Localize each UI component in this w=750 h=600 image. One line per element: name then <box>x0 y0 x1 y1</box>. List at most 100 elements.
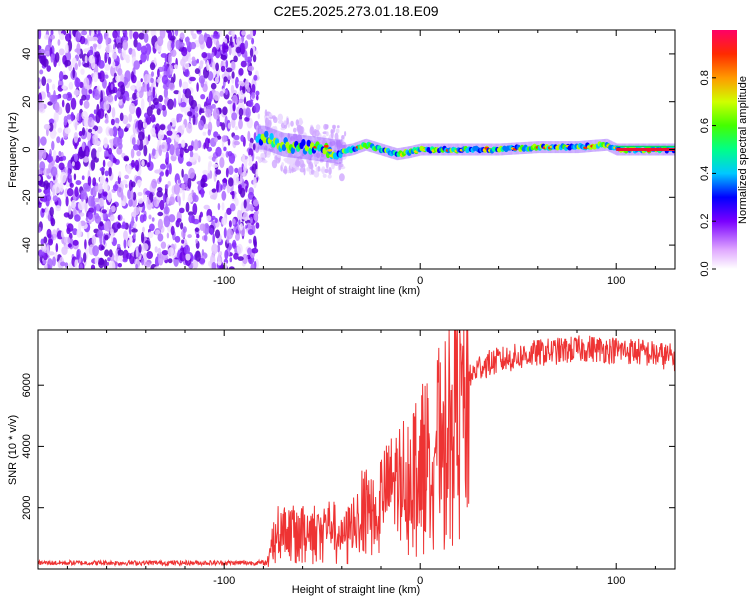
signal-spread <box>315 167 318 171</box>
noise-speckle <box>222 178 228 183</box>
signal-spread <box>322 135 327 140</box>
noise-speckle <box>227 138 231 146</box>
noise-speckle <box>175 147 180 157</box>
noise-speckle <box>149 223 155 232</box>
noise-speckle <box>238 219 241 226</box>
noise-speckle <box>62 74 68 80</box>
noise-speckle <box>128 113 133 123</box>
noise-speckle <box>211 51 215 58</box>
noise-speckle <box>214 76 219 84</box>
noise-speckle <box>154 266 161 269</box>
noise-speckle <box>111 61 116 68</box>
noise-speckle <box>211 103 216 109</box>
noise-speckle <box>173 98 177 108</box>
noise-speckle <box>215 146 222 157</box>
noise-speckle <box>108 166 112 177</box>
noise-speckle <box>79 263 83 269</box>
noise-speckle <box>138 32 145 40</box>
noise-speckle <box>179 32 185 40</box>
noise-speckle <box>248 142 253 148</box>
noise-speckle <box>209 170 213 179</box>
noise-speckle <box>192 192 197 202</box>
noise-speckle <box>181 47 188 57</box>
noise-speckle <box>223 76 228 83</box>
noise-speckle <box>191 56 196 62</box>
noise-speckle <box>130 148 135 159</box>
noise-speckle <box>166 232 170 239</box>
noise-speckle <box>108 147 112 155</box>
noise-speckle <box>173 183 180 195</box>
noise-speckle <box>107 192 112 203</box>
signal-spread <box>278 132 284 138</box>
signal-core <box>269 133 274 140</box>
noise-speckle <box>199 60 204 69</box>
noise-speckle <box>210 194 217 200</box>
colorbar-tick-label: 0.0 <box>699 261 711 276</box>
noise-speckle <box>39 101 45 113</box>
noise-speckle <box>249 47 254 58</box>
noise-speckle <box>88 89 93 94</box>
noise-speckle <box>140 78 143 83</box>
signal-spread <box>316 152 321 159</box>
noise-speckle <box>137 198 144 204</box>
noise-speckle <box>173 90 180 95</box>
noise-speckle <box>167 247 174 257</box>
signal-spread <box>258 157 262 164</box>
signal-spread <box>332 125 336 133</box>
signal-spread <box>295 119 299 126</box>
noise-speckle <box>215 169 222 175</box>
noise-speckle <box>235 46 242 54</box>
noise-speckle <box>250 30 254 38</box>
noise-speckle <box>161 74 169 85</box>
noise-speckle <box>184 62 190 70</box>
noise-speckle <box>196 30 201 33</box>
noise-speckle <box>216 135 222 140</box>
noise-speckle <box>167 258 173 264</box>
noise-speckle <box>62 93 69 100</box>
noise-speckle <box>203 204 210 210</box>
noise-speckle <box>87 176 92 186</box>
signal-peak <box>323 144 329 148</box>
noise-speckle <box>239 187 246 198</box>
signal-spread <box>303 167 306 176</box>
signal-halo <box>271 128 274 153</box>
noise-speckle <box>69 182 74 188</box>
noise-speckle <box>77 201 84 211</box>
noise-speckle <box>187 211 194 216</box>
noise-speckle <box>168 82 175 91</box>
noise-speckle <box>235 76 239 89</box>
noise-speckle <box>178 78 182 88</box>
noise-speckle <box>130 181 136 188</box>
noise-speckle <box>164 184 169 189</box>
noise-speckle <box>136 42 142 52</box>
noise-speckle <box>200 94 206 100</box>
noise-speckle <box>154 169 161 174</box>
noise-speckle <box>217 244 221 253</box>
noise-speckle <box>150 127 156 135</box>
noise-speckle <box>195 238 198 244</box>
noise-speckle <box>38 44 42 51</box>
noise-speckle <box>216 181 219 193</box>
signal-halo <box>331 138 334 163</box>
noise-speckle <box>76 249 80 261</box>
noise-speckle <box>219 157 225 169</box>
noise-speckle <box>65 165 69 176</box>
noise-speckle <box>234 126 238 131</box>
noise-speckle <box>96 125 103 134</box>
noise-speckle <box>104 64 111 71</box>
noise-speckle <box>228 177 234 187</box>
noise-speckle <box>123 54 130 61</box>
noise-speckle <box>221 217 227 226</box>
noise-speckle <box>162 193 166 204</box>
signal-core <box>306 139 311 147</box>
noise-speckle <box>43 236 48 244</box>
noise-speckle <box>113 136 120 148</box>
noise-speckle <box>118 142 123 150</box>
signal-spread <box>277 113 283 122</box>
noise-speckle <box>66 188 74 197</box>
noise-speckle <box>231 190 235 200</box>
noise-speckle <box>168 53 172 65</box>
noise-speckle <box>221 135 228 143</box>
noise-speckle <box>78 59 81 67</box>
spectrogram-xtick-label: 0 <box>417 275 423 287</box>
